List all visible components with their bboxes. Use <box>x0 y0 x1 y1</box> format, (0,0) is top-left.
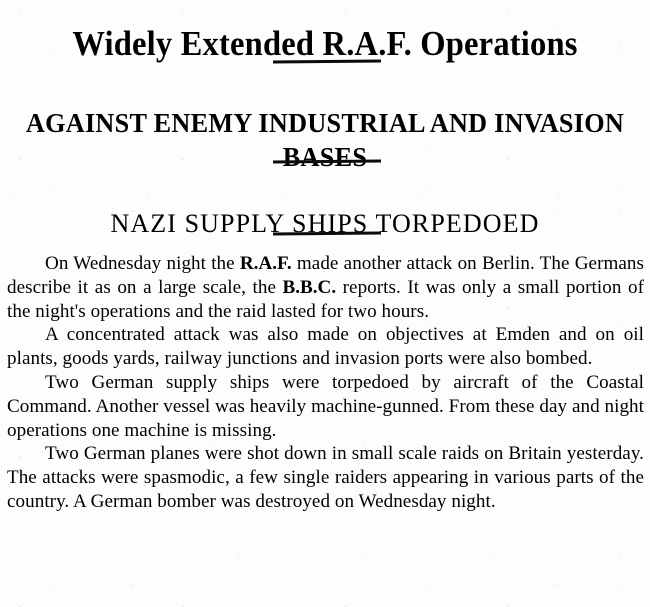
subheading-primary: AGAINST ENEMY INDUSTRIAL AND INVASION BA… <box>25 108 625 173</box>
article-paragraph: Two German planes were shot down in smal… <box>7 443 644 512</box>
article-paragraph: A concentrated attack was also made on o… <box>7 324 644 370</box>
subheading-secondary: NAZI SUPPLY SHIPS TORPEDOED <box>110 209 540 238</box>
abbreviation: B.B.C. <box>282 276 337 298</box>
article-body: On Wednesday night the R.A.F. made anoth… <box>7 252 644 514</box>
article-paragraph: Two German supply ships were torpedoed b… <box>7 371 644 441</box>
article-paragraph: On Wednesday night the R.A.F. made anoth… <box>7 253 644 322</box>
page-title: Widely Extended R.A.F. Operations <box>72 24 578 64</box>
abbreviation: R.A.F. <box>239 253 292 274</box>
